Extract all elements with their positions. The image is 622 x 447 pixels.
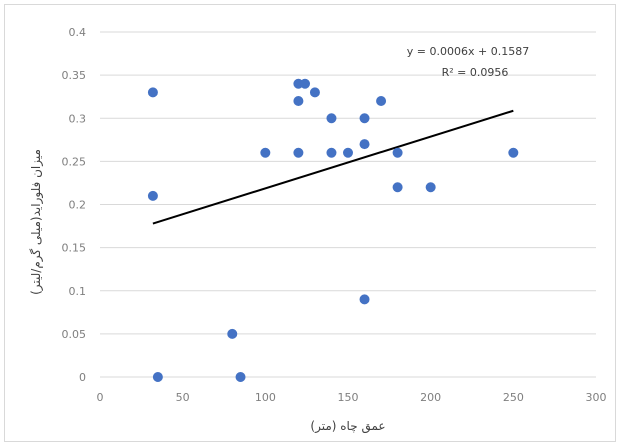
x-tick-label: 300 bbox=[586, 391, 607, 404]
data-point bbox=[359, 294, 370, 305]
y-tick-labels: 0 0.05 0.1 0.15 0.2 0.25 0.3 0.35 0.4 bbox=[62, 26, 87, 384]
data-points bbox=[147, 78, 519, 382]
y-tick-label: 0.1 bbox=[69, 285, 87, 298]
x-tick-label: 0 bbox=[97, 391, 104, 404]
data-point bbox=[326, 147, 337, 158]
data-point bbox=[392, 147, 403, 158]
y-tick-label: 0.25 bbox=[62, 155, 87, 168]
trendline-group bbox=[152, 109, 514, 225]
data-point bbox=[376, 96, 387, 106]
x-tick-label: 100 bbox=[255, 391, 276, 404]
data-point bbox=[392, 182, 403, 193]
chart-frame bbox=[4, 4, 616, 442]
data-point bbox=[309, 87, 320, 98]
data-point bbox=[293, 147, 304, 158]
y-tick-label: 0.3 bbox=[69, 112, 87, 125]
data-point bbox=[152, 372, 163, 382]
y-axis-title: میزان فلوراید(میلی گرم/لیتر) bbox=[29, 149, 44, 295]
data-point bbox=[359, 113, 370, 124]
data-point bbox=[260, 147, 271, 158]
data-point bbox=[508, 147, 519, 158]
data-point bbox=[147, 190, 158, 201]
x-tick-label: 200 bbox=[420, 391, 441, 404]
data-point bbox=[147, 87, 158, 98]
y-tick-label: 0.2 bbox=[69, 199, 87, 212]
trendline bbox=[152, 109, 514, 225]
data-point bbox=[293, 96, 304, 106]
data-point bbox=[425, 182, 436, 193]
y-tick-label: 0.05 bbox=[62, 328, 87, 341]
data-point bbox=[235, 372, 246, 382]
y-tick-label: 0.35 bbox=[62, 69, 87, 82]
gridlines bbox=[100, 31, 596, 335]
y-tick-label: 0 bbox=[79, 371, 86, 384]
trendline-equation: y = 0.0006x + 0.1587 bbox=[407, 45, 529, 58]
x-tick-labels: 0 50 100 150 200 250 300 bbox=[97, 391, 607, 404]
data-point bbox=[326, 113, 337, 124]
data-point bbox=[300, 78, 311, 89]
x-tick-label: 50 bbox=[176, 391, 190, 404]
x-axis-title: عمق چاه (متر) bbox=[310, 419, 385, 434]
data-point bbox=[343, 147, 353, 158]
data-point bbox=[227, 328, 238, 339]
r-squared-label: R² = 0.0956 bbox=[442, 66, 509, 79]
x-tick-label: 250 bbox=[503, 391, 524, 404]
y-tick-label: 0.15 bbox=[62, 242, 87, 255]
y-tick-label: 0.4 bbox=[69, 26, 87, 39]
data-point bbox=[359, 139, 370, 150]
x-tick-label: 150 bbox=[338, 391, 359, 404]
